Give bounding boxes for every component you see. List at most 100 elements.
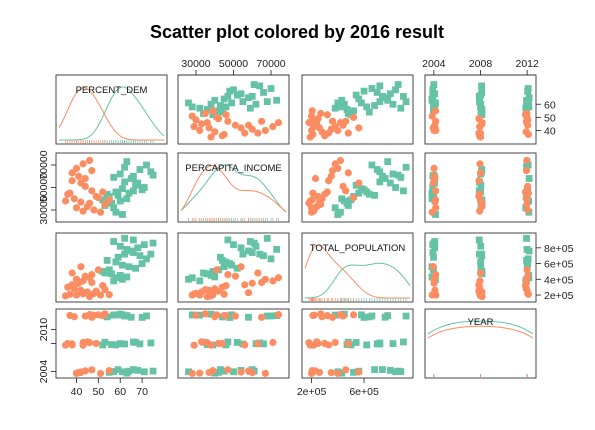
data-point-circle-r3-c0 xyxy=(88,313,96,321)
data-point-circle-r2-c1 xyxy=(203,293,211,301)
data-point-circle-r1-c3 xyxy=(522,167,531,175)
data-point-circle-r0-c1 xyxy=(211,128,219,136)
tick-label-right: 2e+05 xyxy=(544,290,574,302)
data-point-circle-r2-c3 xyxy=(431,291,440,299)
data-point-square-r3-c0 xyxy=(110,311,118,319)
data-point-square-r2-c0 xyxy=(121,234,129,242)
data-point-square-r1-c2 xyxy=(344,202,352,209)
data-point-square-r2-c3 xyxy=(525,247,533,255)
data-point-square-r0-c2 xyxy=(352,91,360,99)
data-point-circle-r3-c2 xyxy=(308,367,316,375)
data-point-square-r0-c1 xyxy=(250,81,258,88)
data-point-circle-r0-c1 xyxy=(196,126,204,135)
panel-frame-r2-c2 xyxy=(301,232,414,303)
data-point-circle-r3-c1 xyxy=(201,310,209,318)
data-point-square-r0-c2 xyxy=(358,99,365,107)
data-point-circle-r2-c3 xyxy=(429,263,437,271)
data-point-square-r1-c0 xyxy=(121,178,129,186)
data-point-circle-r0-c1 xyxy=(254,129,262,137)
data-point-square-r2-c1 xyxy=(188,274,196,282)
data-point-square-r3-c0 xyxy=(143,312,150,320)
density-curve-3 xyxy=(427,320,534,335)
density-curve-0 xyxy=(58,87,164,141)
data-point-circle-r1-c3 xyxy=(432,204,440,212)
data-point-square-r3-c2 xyxy=(338,369,346,377)
data-point-square-r1-c2 xyxy=(381,175,389,182)
data-point-circle-r2-c3 xyxy=(523,266,531,274)
data-point-square-r3-c0 xyxy=(116,340,124,347)
data-point-square-r0-c2 xyxy=(340,100,348,108)
tick-label-right: 40 xyxy=(544,126,556,138)
data-point-square-r1-c0 xyxy=(116,170,124,178)
data-point-square-r1-c0 xyxy=(140,184,148,191)
data-point-circle-r0-c1 xyxy=(222,111,230,119)
chart-title: Scatter plot colored by 2016 result xyxy=(150,22,444,42)
data-point-circle-r1-c0 xyxy=(75,172,83,180)
data-point-square-r3-c0 xyxy=(140,368,148,376)
data-point-square-r0-c3 xyxy=(523,98,530,106)
data-point-circle-r0-c1 xyxy=(188,112,196,120)
data-point-circle-r3-c0 xyxy=(68,340,76,348)
panel-frame-r3-c3 xyxy=(424,308,537,379)
data-point-circle-r2-c3 xyxy=(432,270,440,279)
data-point-square-r3-c2 xyxy=(360,314,368,321)
data-point-square-r3-c2 xyxy=(350,368,357,376)
data-point-circle-r3-c0 xyxy=(88,366,96,374)
data-point-circle-r3-c1 xyxy=(209,367,217,375)
data-point-square-r1-c0 xyxy=(99,196,107,204)
data-point-square-r1-c0 xyxy=(103,190,111,198)
data-point-square-r0-c2 xyxy=(381,94,389,102)
data-point-circle-r1-c3 xyxy=(523,156,531,165)
tick-label-bottom: 40 xyxy=(71,386,83,398)
data-point-circle-r3-c0 xyxy=(92,339,100,348)
data-point-circle-r3-c0 xyxy=(81,312,89,320)
data-point-square-r0-c2 xyxy=(338,96,346,104)
data-point-square-r0-c2 xyxy=(365,108,373,116)
data-point-circle-r0-c2 xyxy=(355,124,363,132)
data-point-circle-r3-c0 xyxy=(66,311,74,320)
data-point-circle-r3-c1 xyxy=(214,339,223,348)
data-point-square-r1-c2 xyxy=(360,186,368,194)
data-point-square-r3-c1 xyxy=(216,366,224,374)
data-point-circle-r2-c0 xyxy=(68,269,76,277)
data-point-square-r1-c2 xyxy=(376,178,384,186)
panel-frame-r1-c3 xyxy=(424,152,537,223)
data-point-square-r3-c2 xyxy=(352,339,360,346)
panel-frame-r3-c1 xyxy=(177,308,290,379)
data-point-circle-r2-c3 xyxy=(524,272,532,280)
data-point-square-r0-c2 xyxy=(392,86,399,94)
data-point-square-r1-c2 xyxy=(371,191,378,199)
data-point-square-r1-c3 xyxy=(428,195,436,203)
data-point-square-r2-c0 xyxy=(116,271,124,279)
data-point-circle-r1-c0 xyxy=(88,167,96,175)
data-point-square-r2-c3 xyxy=(523,234,530,242)
data-point-square-r0-c1 xyxy=(203,106,211,113)
data-point-circle-r0-c1 xyxy=(203,119,211,127)
data-point-square-r3-c0 xyxy=(147,339,155,347)
data-point-circle-r2-c1 xyxy=(258,278,266,287)
data-point-square-r1-c3 xyxy=(432,211,439,218)
data-point-circle-r0-c3 xyxy=(431,107,440,115)
data-point-circle-r0-c1 xyxy=(231,121,239,129)
data-point-square-r0-c1 xyxy=(267,85,275,92)
data-point-square-r3-c0 xyxy=(134,367,142,374)
data-point-square-r2-c1 xyxy=(256,250,264,258)
data-point-square-r1-c0 xyxy=(110,204,118,212)
data-point-square-r3-c0 xyxy=(110,368,118,375)
data-point-circle-r2-c0 xyxy=(81,272,89,280)
tick-label-right: 60 xyxy=(544,99,556,111)
data-point-square-r0-c3 xyxy=(478,106,486,113)
density-curve-2 xyxy=(304,244,410,299)
tick-label-top: 30000 xyxy=(181,58,210,70)
data-point-square-r2-c1 xyxy=(203,270,211,278)
data-point-circle-r2-c0 xyxy=(66,290,74,298)
data-point-square-r2-c0 xyxy=(121,250,129,258)
data-point-circle-r2-c0 xyxy=(79,290,87,298)
data-point-circle-r2-c0 xyxy=(70,285,78,293)
tick-label-left: 2004 xyxy=(38,360,50,384)
data-point-square-r0-c3 xyxy=(477,110,485,117)
data-point-square-r3-c1 xyxy=(224,338,232,346)
data-point-square-r0-c1 xyxy=(196,104,204,112)
data-point-square-r3-c0 xyxy=(149,367,157,375)
